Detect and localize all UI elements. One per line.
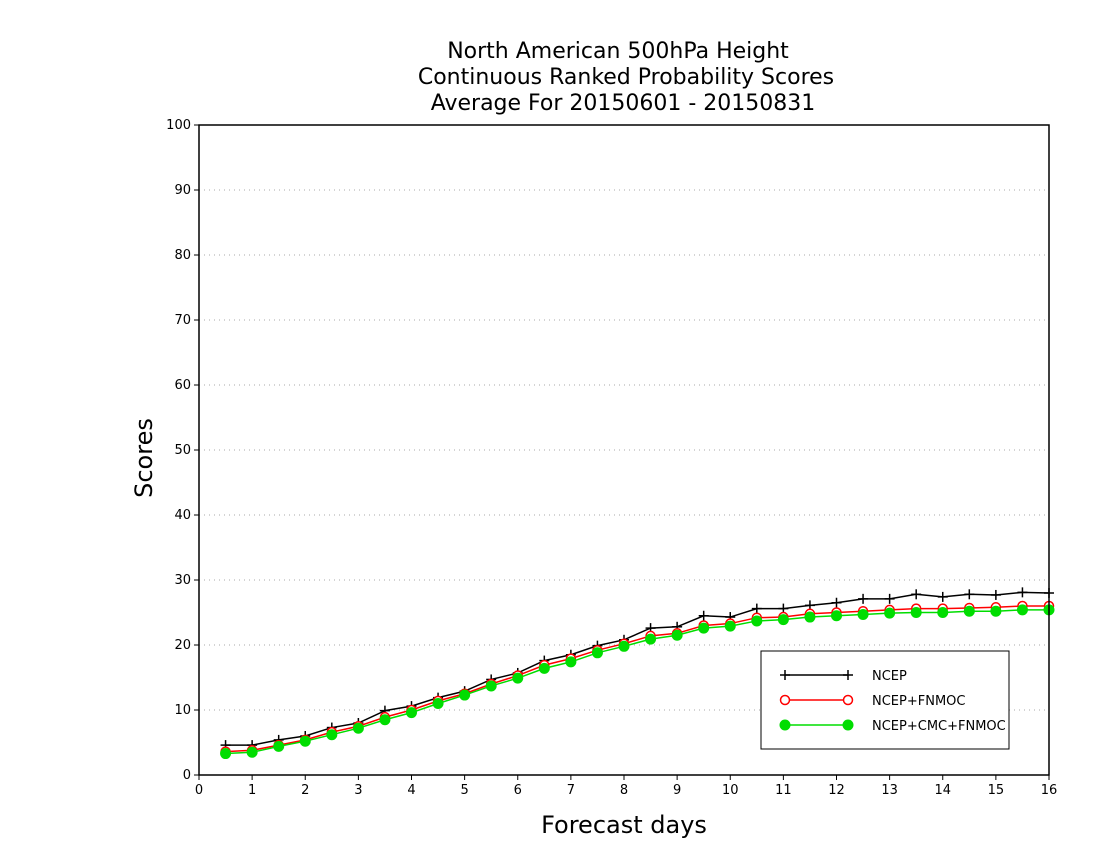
data-point-ncep-cmc-fnmoc [379,714,391,726]
data-point-ncep-cmc-fnmoc [618,640,630,652]
chart-title-line-1: North American 500hPa Height [447,39,789,64]
x-tick-label: 11 [775,783,792,798]
data-point-ncep-cmc-fnmoc [857,608,869,620]
legend-entries: NCEP NCEP+FNMOC NCEP+CMC+FNMOC [779,669,1006,734]
data-point-ncep-cmc-fnmoc [565,656,577,668]
x-tick-label: 1 [248,783,256,798]
y-tick-label: 30 [174,573,191,588]
data-point-ncep-cmc-fnmoc [777,614,789,626]
legend-label-ncep-cmc-fnmoc: NCEP+CMC+FNMOC [872,719,1006,734]
x-tick-label: 9 [673,783,681,798]
x-tick-label: 7 [567,783,575,798]
x-tick-label: 2 [301,783,309,798]
data-point-ncep [698,610,709,621]
data-point-ncep [884,593,895,604]
legend-entry-ncep-cmc-fnmoc: NCEP+CMC+FNMOC [779,719,1006,734]
data-point-ncep-cmc-fnmoc [910,607,922,618]
x-tick-label: 6 [514,783,522,798]
legend-marker-ncep [780,670,790,680]
x-tick-label: 4 [407,783,415,798]
y-tick-label: 80 [174,248,191,263]
legend-marker-ncep-fnmoc [842,694,854,706]
data-point-ncep [937,591,948,602]
data-point-ncep [964,589,975,600]
chart-title-line-2: Continuous Ranked Probability Scores [418,65,834,90]
x-tick-label: 14 [934,783,951,798]
legend-entry-ncep: NCEP [780,669,907,684]
data-point-ncep-cmc-fnmoc [804,611,816,623]
legend-entry-ncep-fnmoc: NCEP+FNMOC [779,694,965,709]
series-layer [220,587,1055,760]
y-tick-label: 10 [174,703,191,718]
legend-marker-ncep [843,670,853,680]
chart-title-line-3: Average For 20150601 - 20150831 [431,91,816,116]
y-tick-label: 40 [174,508,191,523]
y-tick-label: 60 [174,378,191,393]
data-point-ncep-cmc-fnmoc [884,607,896,619]
data-point-ncep-cmc-fnmoc [538,662,550,674]
y-tick-label: 90 [174,183,191,198]
data-point-ncep-cmc-fnmoc [831,610,842,622]
data-point-ncep-cmc-fnmoc [1016,604,1028,616]
data-point-ncep-cmc-fnmoc [671,629,683,641]
x-tick-label: 15 [988,783,1005,798]
y-tick-label: 0 [183,768,191,783]
data-point-ncep [1017,587,1028,598]
legend: NCEP NCEP+FNMOC NCEP+CMC+FNMOC [760,650,1010,750]
data-point-ncep-cmc-fnmoc [698,622,710,634]
data-point-ncep [911,589,922,600]
data-point-ncep [858,593,869,604]
x-tick-label: 13 [881,783,898,798]
data-point-ncep-cmc-fnmoc [220,748,232,760]
data-point-ncep-cmc-fnmoc [937,607,949,618]
data-point-ncep [751,603,762,614]
x-tick-label: 0 [195,783,203,798]
data-point-ncep-cmc-fnmoc [990,605,1002,617]
x-tick-label: 5 [460,783,468,798]
y-axis-title: Scores [130,418,158,498]
y-tick-label: 70 [174,313,191,328]
x-axis-title: Forecast days [541,811,707,839]
legend-marker-ncep-cmc-fnmoc [779,719,791,731]
data-point-ncep-cmc-fnmoc [459,689,471,701]
data-point-ncep [831,597,842,608]
data-point-ncep-cmc-fnmoc [724,620,736,632]
x-tick-label: 8 [620,783,628,798]
legend-marker-ncep-fnmoc [779,694,791,706]
data-point-ncep-cmc-fnmoc [352,722,364,734]
data-point-ncep-cmc-fnmoc [963,605,975,617]
y-tick-label: 50 [174,443,191,458]
legend-label-ncep: NCEP [872,669,907,684]
legend-marker-ncep-cmc-fnmoc [842,719,854,731]
y-tick-label: 100 [166,118,191,133]
data-point-ncep-cmc-fnmoc [591,647,603,659]
x-tick-label: 10 [722,783,739,798]
data-point-ncep-cmc-fnmoc [432,698,444,709]
data-point-ncep-cmc-fnmoc [512,672,524,684]
data-point-ncep-cmc-fnmoc [273,740,285,752]
data-point-ncep-cmc-fnmoc [326,729,338,741]
data-point-ncep-cmc-fnmoc [751,615,763,627]
y-tick-label: 20 [174,638,191,653]
data-point-ncep-cmc-fnmoc [406,707,417,719]
data-point-ncep-cmc-fnmoc [485,680,497,692]
data-point-ncep [990,589,1001,600]
x-tick-label: 16 [1041,783,1058,798]
data-point-ncep-cmc-fnmoc [645,633,657,645]
series-line-ncep [225,591,1050,746]
legend-label-ncep-fnmoc: NCEP+FNMOC [872,694,965,709]
data-point-ncep-cmc-fnmoc [246,746,258,758]
x-tick-label: 3 [354,783,362,798]
series-ncep-cmc-fnmoc [220,604,1055,760]
x-tick-label: 12 [828,783,845,798]
data-point-ncep-cmc-fnmoc [299,735,311,747]
